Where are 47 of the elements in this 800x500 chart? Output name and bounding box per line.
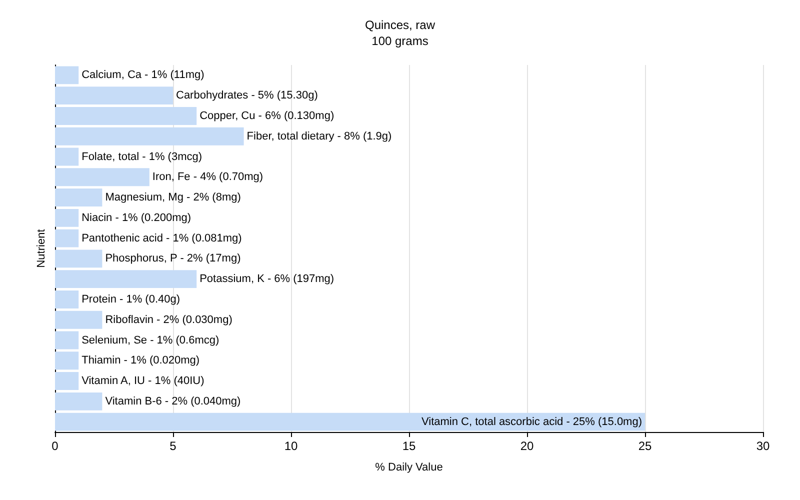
y-tick-label: Copper, Cu - 6% (0.130mg) (200, 110, 334, 122)
y-tick-label: Protein - 1% (0.40g) (82, 293, 180, 306)
bar (55, 86, 173, 105)
bar (55, 270, 197, 288)
y-tick-label: Folate, total - 1% (3mcg) (82, 150, 202, 163)
x-tick-label: 0 (52, 439, 59, 453)
y-tick-label: Niacin - 1% (0.200mg) (82, 212, 192, 224)
x-tick-label: 15 (402, 439, 416, 453)
y-tick-label: Phosphorus, P - 2% (17mg) (105, 252, 241, 265)
bar (55, 148, 79, 166)
bar (55, 310, 102, 329)
y-tick-label: Pantothenic acid - 1% (0.081mg) (82, 232, 242, 244)
bar (55, 372, 79, 390)
bar (55, 168, 150, 186)
bar (55, 229, 79, 248)
y-tick-label: Thiamin - 1% (0.020mg) (82, 354, 200, 367)
x-axis-title: % Daily Value (375, 462, 443, 474)
chart-subtitle: 100 grams (372, 34, 428, 48)
y-tick-label: Vitamin A, IU - 1% (40IU) (82, 375, 204, 388)
bar (55, 66, 79, 84)
y-tick-label: Fiber, total dietary - 8% (1.9g) (246, 130, 392, 142)
bar (55, 188, 102, 206)
y-tick-label: Potassium, K - 6% (197mg) (200, 273, 334, 286)
x-tick-label: 30 (756, 439, 770, 453)
y-tick-label: Riboflavin - 2% (0.030mg) (105, 314, 232, 326)
bar (55, 290, 79, 308)
x-tick-label: 20 (520, 439, 534, 453)
y-tick-label: Vitamin C, total ascorbic acid - 25% (15.0mg) (422, 416, 642, 428)
chart-title: Quinces, raw (364, 18, 436, 32)
y-tick-label: Magnesium, Mg - 2% (8mg) (105, 192, 241, 204)
y-axis-title: Nutrient (36, 229, 48, 268)
bar (55, 412, 645, 431)
bar (55, 127, 244, 146)
bar (55, 331, 79, 350)
x-tick-label: 10 (284, 439, 298, 453)
bar (55, 392, 102, 410)
y-tick-label: Selenium, Se - 1% (0.6mcg) (82, 334, 220, 346)
bar (55, 208, 79, 227)
bar (55, 250, 102, 268)
x-tick-label: 25 (638, 439, 652, 453)
y-tick-label: Vitamin B-6 - 2% (0.040mg) (105, 395, 241, 408)
y-tick-label: Iron, Fe - 4% (0.70mg) (152, 171, 264, 184)
y-tick-label: Calcium, Ca - 1% (11mg) (82, 69, 204, 82)
x-tick-label: 5 (170, 439, 177, 453)
bar (55, 107, 197, 125)
y-tick-label: Carbohydrates - 5% (15.30g) (176, 90, 318, 102)
bar (55, 352, 79, 370)
